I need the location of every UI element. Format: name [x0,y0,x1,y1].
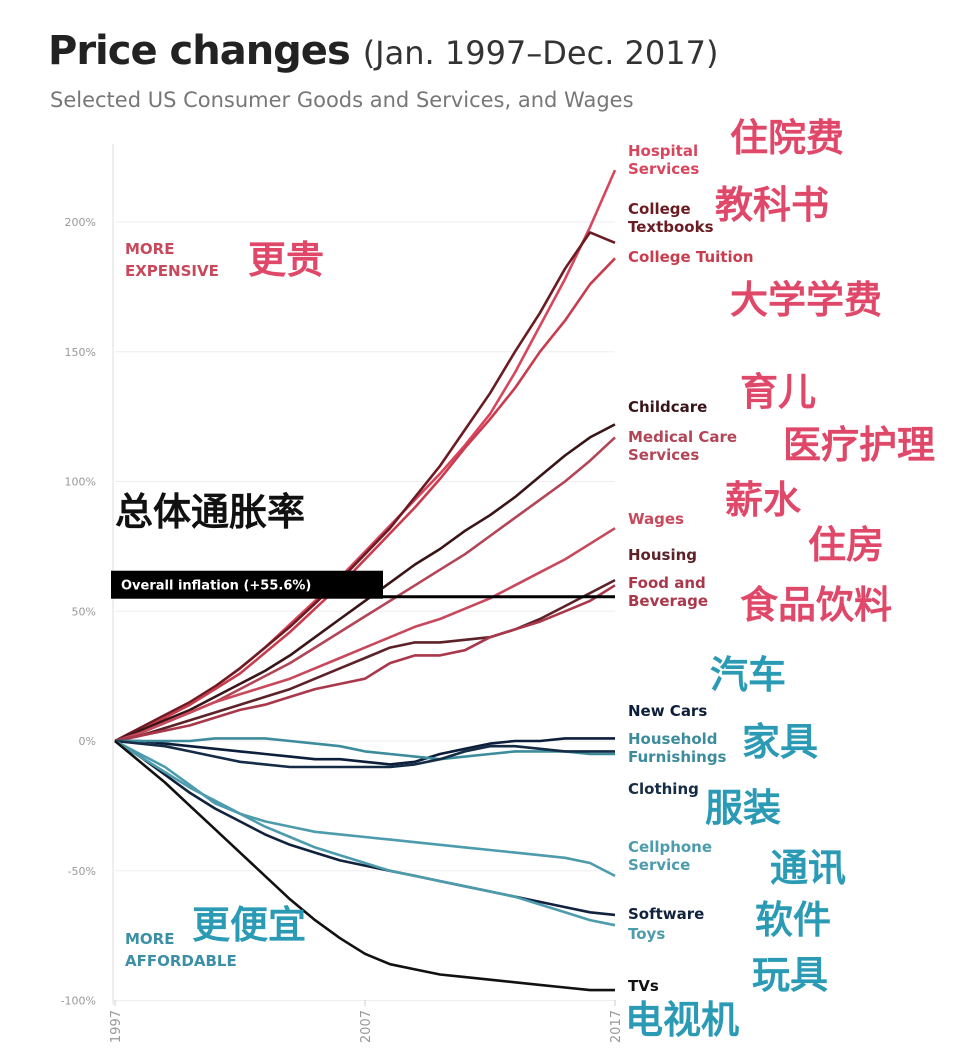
series-label: Food and Beverage [628,574,708,610]
y-tick-label: 50% [72,605,96,618]
series-line [114,584,616,743]
annotation: 家具 [742,720,819,764]
series-label: TVs [628,977,659,995]
series-line [114,740,615,992]
annotation: 软件 [755,898,832,942]
series-line [115,737,615,761]
series-label: Childcare [628,398,708,416]
y-tick-label: 200% [65,216,96,229]
x-tick-label: 1997 [109,1010,124,1043]
series-line [114,231,616,743]
series-line [114,739,616,917]
annotation: 食品饮料 [740,583,893,627]
series-label: College Tuition [628,248,754,266]
annotation: 汽车 [710,653,787,697]
series-line [115,737,615,766]
annotation: 通讯 [770,846,847,890]
annotation: 薪水 [725,478,802,522]
series-line [114,578,616,743]
annotation: 服装 [705,786,782,830]
series-label: College Textbooks [628,200,714,236]
series-label: Toys [628,925,666,943]
series-line [114,527,616,743]
series-label: Household Furnishings [628,730,727,766]
title-text: Price changes [48,28,351,74]
y-tick-label: -100% [61,995,96,1008]
direction-label: MORE AFFORDABLE [125,930,237,970]
series-label: Clothing [628,780,699,798]
y-tick-label: -50% [68,865,96,878]
y-tick-label: 150% [65,346,96,359]
series-label: Wages [628,510,684,528]
series-label: Cellphone Service [628,838,713,874]
series-label: New Cars [628,702,708,720]
series-label: Software [628,905,705,923]
chart-title: Price changes (Jan. 1997–Dec. 2017) [48,28,718,74]
chart-subtitle: Selected US Consumer Goods and Services,… [50,88,634,112]
direction-label: MORE EXPENSIVE [125,240,219,280]
annotation: 电视机 [625,998,740,1042]
series-line [114,423,616,743]
series-line [114,739,615,769]
y-tick-label: 100% [65,476,96,489]
annotation: 大学学费 [730,278,883,322]
series-label: Hospital Services [628,142,700,178]
x-tick-label: 2017 [609,1010,624,1043]
annotation: 玩具 [752,953,829,997]
inflation-label: Overall inflation (+55.6%) [121,579,311,594]
series-line [114,739,616,927]
annotation: 总体通胀率 [115,490,306,534]
title-period: (Jan. 1997–Dec. 2017) [362,34,719,72]
annotation: 教科书 [715,183,830,227]
annotation: 住房 [808,523,885,567]
annotation: 更便宜 [192,903,307,947]
series-label: Housing [628,546,698,564]
annotation: 住院费 [730,116,845,160]
series-line [114,257,616,743]
y-tick-label: 0% [79,735,96,748]
x-tick-label: 2007 [359,1010,374,1043]
series-label: Medical Care Services [628,428,738,464]
inflation-label-bg [111,570,383,599]
annotation: 更贵 [248,238,325,282]
annotation: 医疗护理 [783,423,936,467]
annotation: 育儿 [740,370,817,414]
